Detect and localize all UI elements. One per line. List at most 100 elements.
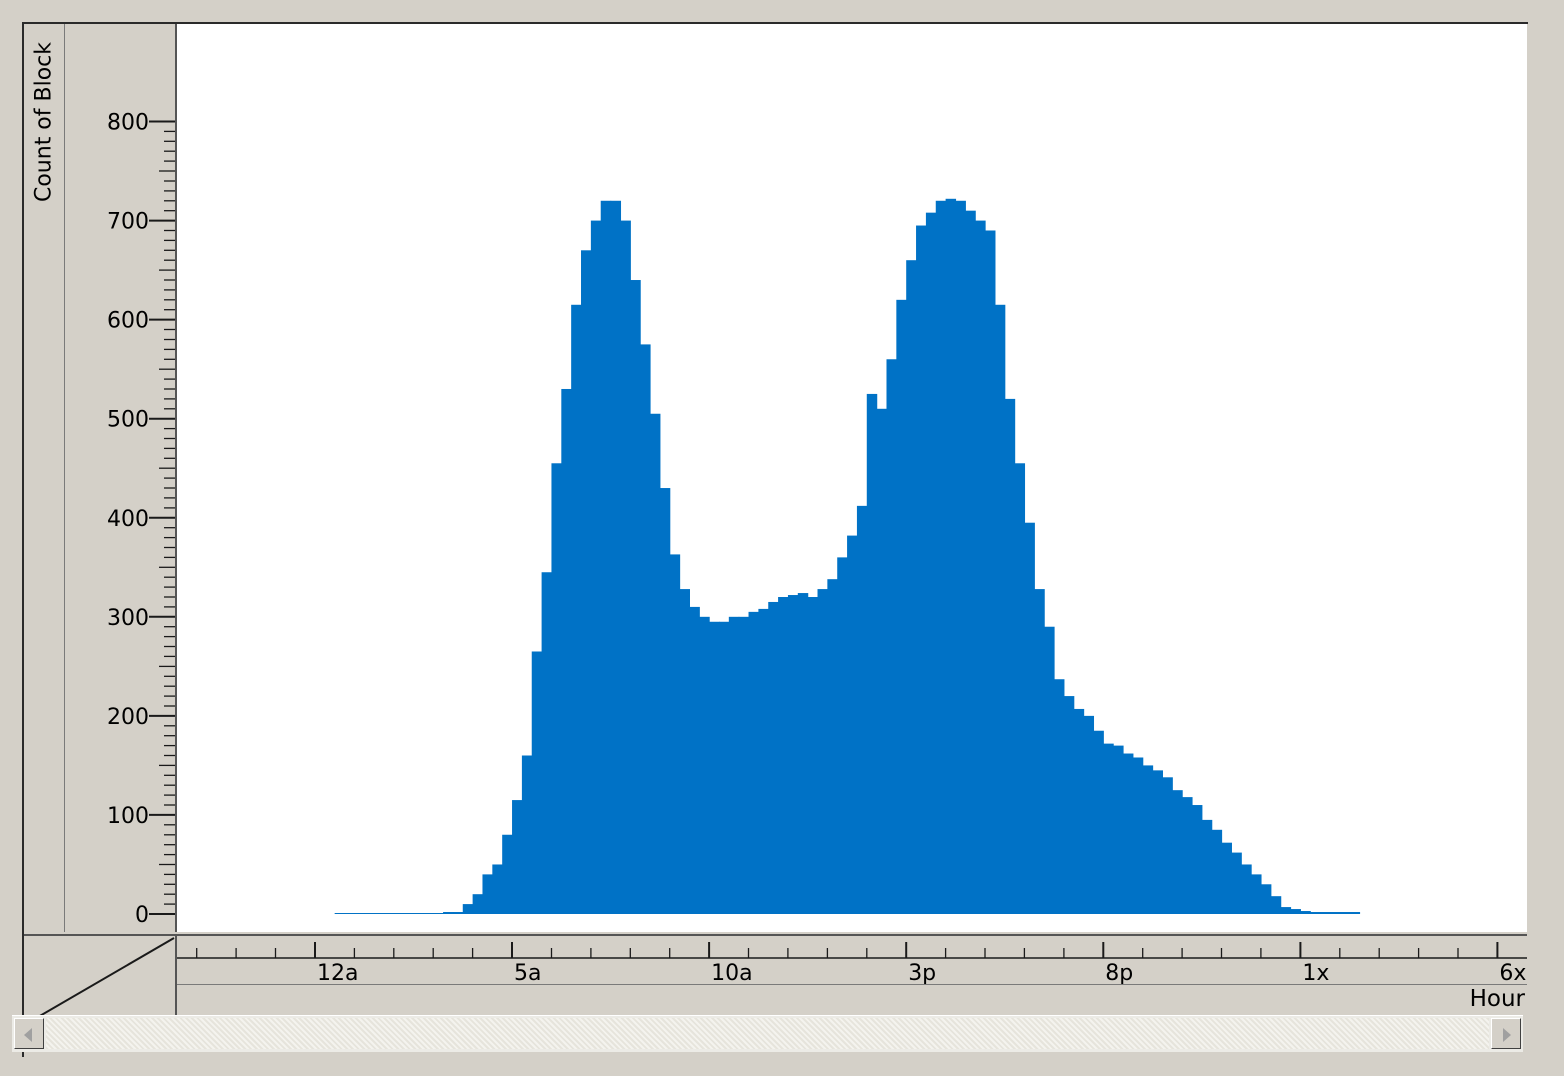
histogram-bar: [512, 800, 523, 914]
histogram-bar: [413, 913, 424, 914]
histogram-bar: [659, 488, 671, 914]
histogram-bar: [728, 616, 740, 914]
histogram-bar: [1251, 874, 1262, 914]
y-tick-label: 700: [107, 210, 149, 235]
histogram-bar: [541, 572, 553, 914]
histogram-bar: [778, 597, 789, 914]
x-axis: 12a 5a 10a 3p 8p 1x 6x: [177, 942, 1527, 984]
histogram-bar: [1093, 730, 1104, 914]
histogram-bar: [452, 912, 464, 914]
histogram-bar: [1122, 753, 1134, 914]
histogram-bar: [1310, 912, 1321, 914]
histogram-bar: [699, 616, 710, 914]
histogram-bar: [738, 616, 750, 914]
histogram-bar: [1044, 626, 1055, 914]
histogram-bar: [1172, 790, 1183, 914]
scrollbar-track[interactable]: [46, 1018, 1489, 1049]
x-tick-label: 3p: [908, 961, 936, 984]
axis-corner: [24, 934, 177, 1026]
histogram-bar: [1113, 745, 1124, 914]
histogram-bar: [1221, 842, 1232, 914]
histogram-bar: [1054, 679, 1065, 914]
horizontal-scrollbar[interactable]: [12, 1015, 1523, 1052]
right-arrow-icon: [1503, 1028, 1511, 1042]
y-tick-label: 0: [135, 903, 149, 928]
x-axis-panel: 12a 5a 10a 3p 8p 1x 6x Hour: [177, 934, 1527, 1026]
x-tick-label: 10a: [711, 961, 752, 984]
histogram-bar: [531, 651, 543, 914]
histogram-bar: [551, 463, 562, 914]
histogram-bar: [383, 913, 395, 914]
histogram-bar: [807, 597, 819, 914]
y-tick-label: 600: [107, 309, 149, 334]
histogram-bar: [916, 225, 927, 914]
histogram-bar: [354, 913, 365, 914]
histogram-bar: [856, 505, 868, 914]
y-axis-title: Count of Block: [31, 41, 57, 203]
histogram-bar: [1191, 805, 1203, 914]
histogram-bar: [620, 220, 631, 914]
histogram-bar: [1320, 912, 1331, 914]
x-axis-divider: [177, 984, 1527, 985]
x-axis-title: Hour: [1469, 986, 1525, 1012]
histogram-bar: [1014, 463, 1026, 914]
histogram-bar: [965, 210, 976, 915]
histogram-bar: [876, 408, 888, 914]
histogram-bar: [689, 606, 700, 914]
histogram-bar: [630, 280, 641, 914]
y-tick-label: 200: [107, 705, 149, 730]
histogram-bar: [590, 220, 602, 914]
histogram-bar: [462, 904, 474, 914]
histogram-bar: [610, 200, 622, 914]
histogram-bar: [1132, 757, 1144, 914]
histogram-bar: [994, 304, 1006, 914]
histogram-bar: [985, 230, 996, 915]
histogram-bar: [1004, 398, 1016, 914]
histogram-bar: [443, 912, 454, 914]
y-axis-title-panel: Count of Block: [24, 24, 65, 932]
y-tick-label: 800: [107, 111, 149, 136]
histogram-bar: [600, 200, 612, 914]
histogram-bar: [955, 200, 966, 914]
histogram-bar: [403, 913, 415, 914]
histogram-bar: [679, 589, 690, 914]
histogram-bar: [1290, 909, 1301, 914]
histogram-bar: [374, 913, 385, 914]
histogram-bar: [768, 601, 779, 914]
histogram-bar: [364, 913, 375, 914]
chart-frame: Count of Block 0 100 200 300 400 500 600 700 800…: [22, 22, 1528, 1057]
histogram-bar: [886, 359, 897, 914]
histogram-bar: [748, 611, 759, 914]
histogram-bar: [1162, 777, 1173, 914]
histogram-bar: [334, 913, 346, 914]
histogram-bar: [423, 913, 434, 914]
histogram-bar: [344, 913, 355, 914]
histogram-bar: [1103, 743, 1114, 914]
histogram-bar: [837, 557, 848, 914]
histogram-bar: [1024, 522, 1035, 914]
histogram-bar: [1034, 589, 1045, 914]
histogram-bar: [482, 874, 493, 914]
histogram-bar: [1201, 819, 1213, 914]
histogram-bar: [521, 755, 533, 914]
scroll-right-button[interactable]: [1491, 1018, 1521, 1049]
histogram-bar: [581, 250, 592, 915]
y-tick-label: 500: [107, 408, 149, 433]
histogram-bar: [649, 413, 661, 914]
histogram-bar: [1063, 696, 1075, 914]
plot-area: [177, 24, 1527, 932]
y-axis: 0 100 200 300 400 500 600 700 800: [107, 111, 175, 928]
histogram-bar: [925, 212, 937, 914]
histogram-bar: [1339, 912, 1351, 914]
histogram-bar: [1280, 907, 1292, 914]
histogram-bar: [758, 608, 769, 914]
histogram-bar: [1260, 884, 1272, 914]
histogram-bar: [866, 393, 878, 914]
histogram-bar: [975, 220, 986, 914]
histogram-bar: [797, 593, 809, 914]
x-tick-label: 6x: [1499, 961, 1526, 984]
histogram-bar: [827, 579, 838, 914]
left-arrow-icon: [24, 1028, 32, 1042]
scroll-left-button[interactable]: [14, 1018, 44, 1049]
histogram-bar: [1231, 852, 1242, 914]
